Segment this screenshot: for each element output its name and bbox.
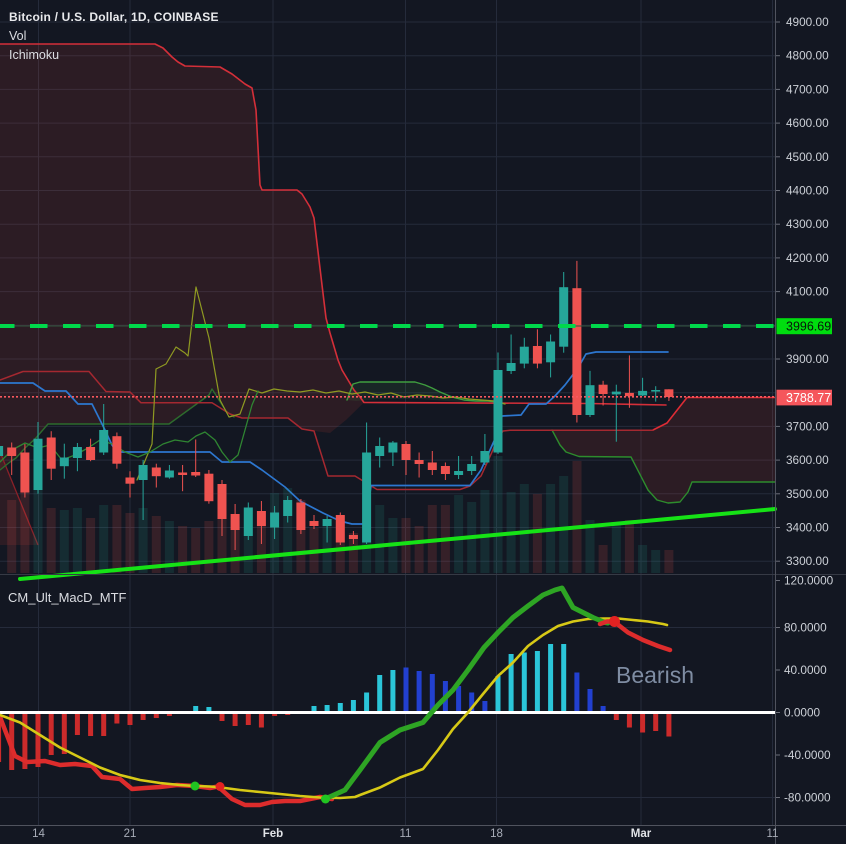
svg-text:3400.00: 3400.00 [786, 521, 829, 535]
svg-text:Mar: Mar [631, 828, 652, 840]
svg-text:4500.00: 4500.00 [786, 150, 829, 164]
svg-text:3788.77: 3788.77 [786, 391, 831, 405]
svg-text:3300.00: 3300.00 [786, 554, 829, 568]
svg-text:3900.00: 3900.00 [786, 352, 829, 366]
svg-text:18: 18 [490, 828, 503, 840]
svg-text:11: 11 [767, 828, 779, 840]
svg-text:-40.0000: -40.0000 [784, 748, 831, 762]
svg-text:4700.00: 4700.00 [786, 82, 829, 96]
svg-text:4800.00: 4800.00 [786, 49, 829, 63]
svg-text:11: 11 [400, 828, 412, 840]
svg-text:21: 21 [124, 828, 137, 840]
svg-text:80.0000: 80.0000 [784, 621, 827, 635]
svg-text:Vol: Vol [9, 29, 26, 43]
svg-text:4100.00: 4100.00 [786, 285, 829, 299]
svg-text:0.0000: 0.0000 [784, 706, 821, 720]
svg-text:40.0000: 40.0000 [784, 663, 827, 677]
svg-text:3600.00: 3600.00 [786, 453, 829, 467]
svg-text:-80.0000: -80.0000 [784, 791, 831, 805]
svg-text:4300.00: 4300.00 [786, 217, 829, 231]
svg-text:Ichimoku: Ichimoku [9, 48, 59, 62]
svg-text:4200.00: 4200.00 [786, 251, 829, 265]
svg-text:4900.00: 4900.00 [786, 15, 829, 29]
svg-text:Bitcoin / U.S. Dollar, 1D, COI: Bitcoin / U.S. Dollar, 1D, COINBASE [9, 10, 219, 24]
svg-text:120.0000: 120.0000 [784, 574, 834, 588]
svg-text:4600.00: 4600.00 [786, 116, 829, 130]
svg-text:Feb: Feb [263, 828, 283, 840]
svg-text:CM_Ult_MacD_MTF: CM_Ult_MacD_MTF [8, 590, 127, 605]
svg-text:3996.69: 3996.69 [786, 320, 831, 334]
svg-text:Bearish: Bearish [616, 662, 694, 688]
svg-text:4400.00: 4400.00 [786, 184, 829, 198]
svg-text:3500.00: 3500.00 [786, 487, 829, 501]
svg-text:3700.00: 3700.00 [786, 419, 829, 433]
svg-text:14: 14 [32, 828, 45, 840]
